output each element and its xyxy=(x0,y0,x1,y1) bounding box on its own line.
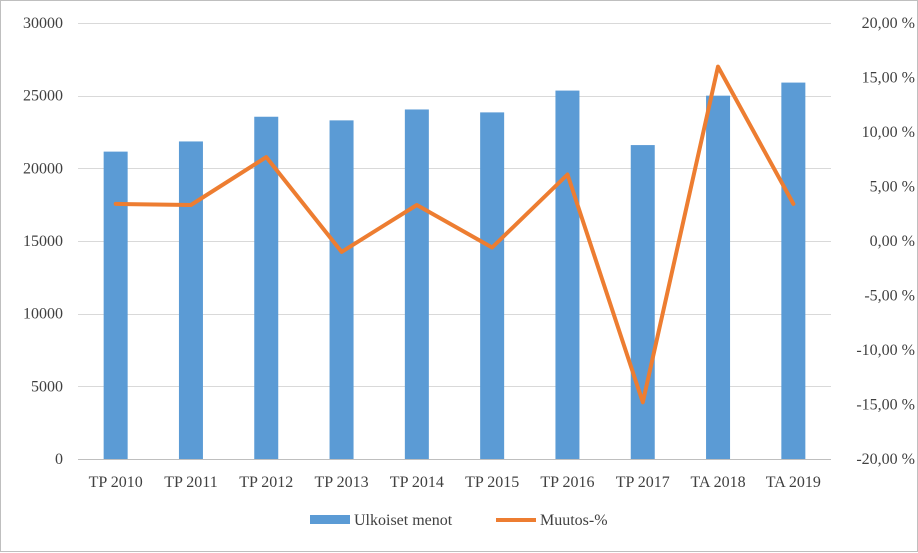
x-tick-label: TP 2010 xyxy=(89,474,143,491)
right-tick-label: -10,00 % xyxy=(856,342,915,359)
x-tick-label: TP 2011 xyxy=(164,474,217,491)
right-tick-label: -5,00 % xyxy=(864,288,915,305)
bar xyxy=(706,96,730,459)
left-axis-ticks: 0 5000 10000 15000 20000 25000 30000 xyxy=(23,15,63,468)
left-tick-label: 30000 xyxy=(23,15,63,32)
x-tick-label: TA 2018 xyxy=(690,474,745,491)
left-tick-label: 15000 xyxy=(23,233,63,250)
left-tick-label: 10000 xyxy=(23,306,63,323)
right-tick-label: 15,00 % xyxy=(862,70,915,87)
right-tick-label: -20,00 % xyxy=(856,451,915,468)
left-tick-label: 20000 xyxy=(23,160,63,177)
x-tick-label: TP 2012 xyxy=(239,474,293,491)
legend: Ulkoiset menot Muutos-% xyxy=(310,512,608,529)
bar xyxy=(179,141,203,459)
bar xyxy=(480,112,504,459)
bar xyxy=(405,109,429,459)
bar xyxy=(631,145,655,459)
right-tick-label: 10,00 % xyxy=(862,124,915,141)
x-axis-ticks: TP 2010 TP 2011 TP 2012 TP 2013 TP 2014 TP 20… xyxy=(89,474,821,491)
right-tick-label: -15,00 % xyxy=(856,397,915,414)
x-tick-label: TP 2017 xyxy=(616,474,670,491)
line-series xyxy=(116,67,794,403)
bar xyxy=(555,91,579,459)
right-axis-ticks: -20,00 % -15,00 % -10,00 % -5,00 % 0,00 % 5,0… xyxy=(856,15,915,468)
bar xyxy=(781,83,805,459)
x-tick-label: TP 2016 xyxy=(540,474,594,491)
x-tick-label: TP 2014 xyxy=(390,474,444,491)
x-tick-label: TP 2015 xyxy=(465,474,519,491)
left-tick-label: 0 xyxy=(55,451,63,468)
bar xyxy=(330,120,354,459)
right-tick-label: 0,00 % xyxy=(870,233,915,250)
right-tick-label: 5,00 % xyxy=(870,179,915,196)
left-tick-label: 5000 xyxy=(31,378,63,395)
x-tick-label: TP 2013 xyxy=(315,474,369,491)
legend-label-line: Muutos-% xyxy=(540,512,608,529)
legend-swatch-bars xyxy=(310,515,350,524)
right-tick-label: 20,00 % xyxy=(862,15,915,32)
bar xyxy=(104,152,128,459)
left-tick-label: 25000 xyxy=(23,88,63,105)
x-tick-label: TA 2019 xyxy=(766,474,821,491)
legend-label-bars: Ulkoiset menot xyxy=(354,512,453,529)
line-path xyxy=(116,67,794,403)
